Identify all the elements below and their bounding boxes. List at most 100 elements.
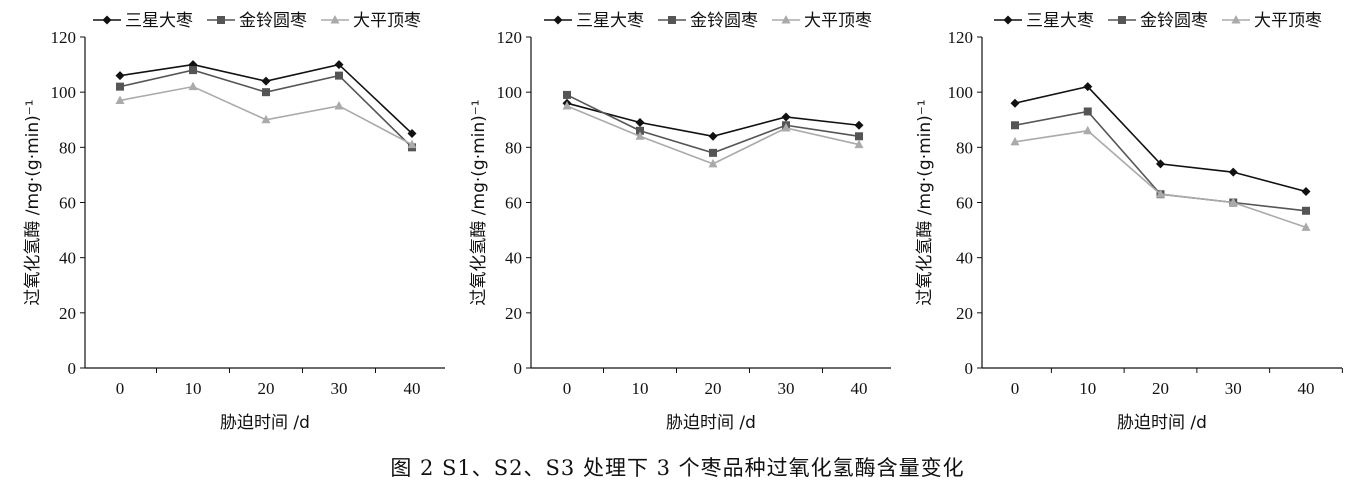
y-tick-label: 0 <box>514 359 523 378</box>
x-tick-label: 10 <box>1079 379 1096 398</box>
x-tick-label: 30 <box>778 379 795 398</box>
legend-marker <box>1231 15 1241 24</box>
legend-marker <box>1118 16 1126 24</box>
data-point <box>188 81 198 91</box>
data-point <box>189 66 197 75</box>
legend-label-2: 金铃圆枣 <box>239 11 307 31</box>
data-point <box>1228 197 1238 206</box>
x-tick-label: 0 <box>1011 379 1020 398</box>
data-point <box>1156 189 1165 198</box>
y-tick-label: 60 <box>505 194 522 213</box>
data-point <box>116 82 124 91</box>
data-point <box>407 139 417 149</box>
data-point <box>1302 206 1310 215</box>
x-tick-label: 20 <box>258 379 275 398</box>
legend-marker <box>330 15 340 24</box>
data-point <box>1083 107 1092 116</box>
x-axis-title: 胁迫时间 /d <box>666 413 756 433</box>
data-point <box>115 71 125 81</box>
y-tick-label: 40 <box>956 249 973 268</box>
y-tick-label: 100 <box>948 83 974 102</box>
x-tick-label: 40 <box>851 379 868 398</box>
data-point <box>708 158 718 168</box>
y-tick-label: 40 <box>59 249 76 268</box>
figure-caption: 图 2 S1、S2、S3 处理下 3 个枣品种过氧化氢酶含量变化 <box>390 456 965 480</box>
x-tick-label: 40 <box>1298 379 1315 398</box>
legend-label-1: 三星大枣 <box>125 11 193 31</box>
data-point <box>854 139 864 149</box>
x-tick-label: 0 <box>116 379 125 398</box>
data-point <box>1011 121 1019 130</box>
data-point <box>1010 136 1020 146</box>
data-point <box>781 123 791 132</box>
chart-panel-2: 0 20 40 60 80 100 120 0 10 20 30 40 胁迫时间 /d 过氧化氢酶 /mg… <box>469 11 891 433</box>
data-point <box>261 76 271 86</box>
legend-label-3: 大平顶枣 <box>1254 11 1322 31</box>
legend-label-2: 金铃圆枣 <box>1140 11 1208 31</box>
y-axis-title: 过氧化氢酶 /mg·(g·min)⁻¹ <box>23 99 43 305</box>
data-point <box>335 71 343 80</box>
y-tick-label: 40 <box>505 249 522 268</box>
y-tick-label: 20 <box>59 304 76 323</box>
data-point <box>1301 186 1311 196</box>
y-axis-title: 过氧化氢酶 /mg·(g·min)⁻¹ <box>915 99 935 305</box>
y-tick-label: 80 <box>505 138 522 157</box>
data-point <box>261 114 271 124</box>
legend-label-2: 金铃圆枣 <box>690 11 758 31</box>
data-point <box>1301 222 1311 231</box>
data-point <box>334 60 344 70</box>
y-tick-label: 0 <box>68 359 77 378</box>
legend-label-1: 三星大枣 <box>1026 11 1094 31</box>
x-tick-label: 0 <box>563 379 572 398</box>
y-tick-label: 120 <box>497 28 523 47</box>
x-tick-label: 20 <box>1152 379 1169 398</box>
data-point <box>708 131 718 141</box>
legend-marker <box>1003 15 1013 25</box>
legend-marker <box>102 15 112 25</box>
y-tick-label: 60 <box>59 194 76 213</box>
data-point <box>1156 159 1165 169</box>
legend-label-3: 大平顶枣 <box>804 11 872 31</box>
data-point <box>334 100 344 110</box>
y-tick-label: 80 <box>59 138 76 157</box>
data-point <box>1228 167 1238 177</box>
x-tick-label: 30 <box>1225 379 1242 398</box>
data-point <box>636 126 644 135</box>
y-tick-label: 120 <box>948 28 974 47</box>
legend-label-1: 三星大枣 <box>576 11 644 31</box>
y-tick-label: 100 <box>497 83 523 102</box>
x-tick-label: 10 <box>632 379 649 398</box>
series-line-1 <box>1014 85 1307 193</box>
data-point <box>635 118 645 128</box>
x-tick-label: 10 <box>185 379 202 398</box>
chart-panel-3: 0 20 40 60 80 100 120 0 10 20 30 40 胁迫时间 /d 过氧化氢酶 /mg… <box>915 11 1343 433</box>
legend-marker <box>553 15 563 25</box>
data-point <box>262 88 270 97</box>
data-point <box>1083 125 1093 135</box>
y-tick-label: 120 <box>51 28 77 47</box>
legend-marker <box>217 16 225 24</box>
series-line-1 <box>566 102 860 138</box>
x-tick-label: 30 <box>331 379 348 398</box>
y-tick-label: 100 <box>51 83 77 102</box>
data-point <box>563 90 571 99</box>
x-tick-label: 40 <box>404 379 421 398</box>
data-point <box>635 131 645 140</box>
x-axis-title: 胁迫时间 /d <box>1117 413 1207 433</box>
y-tick-label: 60 <box>956 194 973 213</box>
legend-label-3: 大平顶枣 <box>353 11 421 31</box>
x-tick-label: 20 <box>705 379 722 398</box>
data-point <box>854 120 864 130</box>
y-tick-label: 0 <box>965 359 974 378</box>
chart-panel-1: 0 20 40 60 80 100 120 0 10 20 30 40 胁迫时间 /d 过氧化氢酶 /mg… <box>23 11 445 433</box>
y-tick-label: 20 <box>956 304 973 323</box>
data-point <box>115 95 125 104</box>
data-point <box>407 129 417 139</box>
y-tick-label: 80 <box>956 138 973 157</box>
legend-marker <box>781 15 791 24</box>
data-point <box>562 100 572 110</box>
y-tick-label: 20 <box>505 304 522 323</box>
legend-marker <box>668 16 676 24</box>
